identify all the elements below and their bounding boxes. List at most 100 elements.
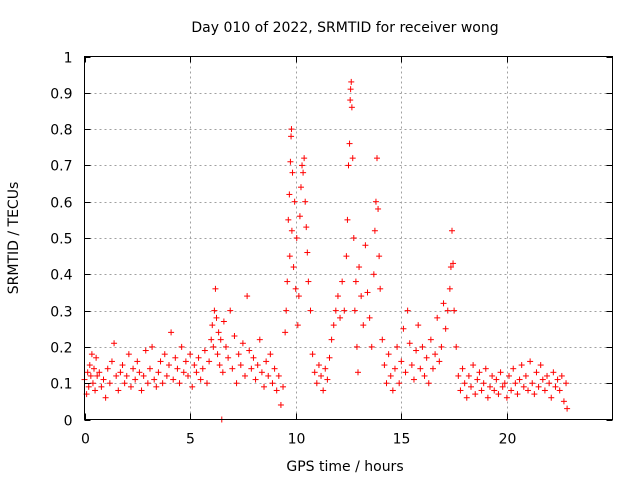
data-point (254, 362, 261, 369)
data-point (277, 401, 284, 408)
data-point (288, 126, 295, 133)
data-point (560, 398, 567, 405)
data-point (242, 372, 249, 379)
data-point (347, 97, 354, 104)
data-point (275, 372, 282, 379)
y-tick-label: 0.1 (50, 377, 72, 393)
data-point (258, 369, 265, 376)
y-tick-label: 0.8 (50, 123, 72, 139)
data-point (527, 358, 534, 365)
data-point (244, 293, 251, 300)
data-point (410, 376, 417, 383)
data-point (332, 307, 339, 314)
data-point (482, 365, 489, 372)
data-point (400, 325, 407, 332)
data-point (84, 369, 91, 376)
data-point (86, 362, 93, 369)
data-point (127, 383, 134, 390)
data-point (153, 383, 160, 390)
data-point (229, 365, 236, 372)
data-point (508, 387, 515, 394)
y-tick-label: 0.6 (50, 196, 72, 212)
data-point (87, 372, 94, 379)
data-point (284, 278, 291, 285)
data-point (423, 354, 430, 361)
data-point (290, 264, 297, 271)
data-point (155, 369, 162, 376)
y-axis-label: SRMTID / TECUs (6, 182, 22, 295)
data-point (413, 347, 420, 354)
data-point (271, 365, 278, 372)
data-point (250, 354, 257, 361)
data-point (432, 351, 439, 358)
data-point (115, 387, 122, 394)
data-point (216, 362, 223, 369)
y-tick-label: 0.5 (50, 232, 72, 248)
data-point (520, 383, 527, 390)
data-point (223, 343, 230, 350)
data-point (220, 318, 227, 325)
data-point (497, 369, 504, 376)
data-point (106, 380, 113, 387)
data-point (289, 169, 296, 176)
y-tick-label: 0.9 (50, 87, 72, 103)
data-point (144, 380, 151, 387)
data-point (510, 365, 517, 372)
data-point (187, 351, 194, 358)
data-point (489, 372, 496, 379)
data-point (453, 343, 460, 350)
data-point (96, 369, 103, 376)
data-point (163, 372, 170, 379)
data-point (334, 293, 341, 300)
data-point (176, 380, 183, 387)
data-point (352, 278, 359, 285)
data-point (348, 78, 355, 85)
data-point (256, 336, 263, 343)
data-point (434, 314, 441, 321)
data-point (233, 380, 240, 387)
data-point (406, 340, 413, 347)
data-point (535, 383, 542, 390)
data-point (487, 383, 494, 390)
data-point (318, 372, 325, 379)
data-point (339, 278, 346, 285)
data-point (330, 322, 337, 329)
data-point (286, 191, 293, 198)
data-point (213, 314, 220, 321)
data-point (291, 198, 298, 205)
data-point (345, 162, 352, 169)
data-point (353, 343, 360, 350)
data-point (252, 376, 259, 383)
data-point (463, 394, 470, 401)
data-point (309, 351, 316, 358)
data-point (408, 362, 415, 369)
data-point (326, 354, 333, 361)
data-point (501, 380, 508, 387)
data-point (157, 358, 164, 365)
data-point (376, 253, 383, 260)
data-point (267, 351, 274, 358)
data-point (446, 285, 453, 292)
data-point (172, 354, 179, 361)
data-point (514, 391, 521, 398)
data-point (447, 264, 454, 271)
data-point (358, 293, 365, 300)
data-point (404, 307, 411, 314)
data-point (349, 155, 356, 162)
data-point (442, 325, 449, 332)
data-point (541, 387, 548, 394)
axis-ticks (84, 56, 613, 421)
data-point (552, 383, 559, 390)
chart-title: Day 010 of 2022, SRMTID for receiver won… (191, 20, 498, 36)
data-point (217, 336, 224, 343)
data-point (421, 372, 428, 379)
data-point (451, 307, 458, 314)
data-point (293, 235, 300, 241)
data-point (283, 307, 290, 314)
data-point (478, 387, 485, 394)
data-point (467, 383, 474, 390)
data-point (88, 351, 95, 358)
data-point (396, 380, 403, 387)
data-point (503, 394, 510, 401)
data-point (341, 307, 348, 314)
